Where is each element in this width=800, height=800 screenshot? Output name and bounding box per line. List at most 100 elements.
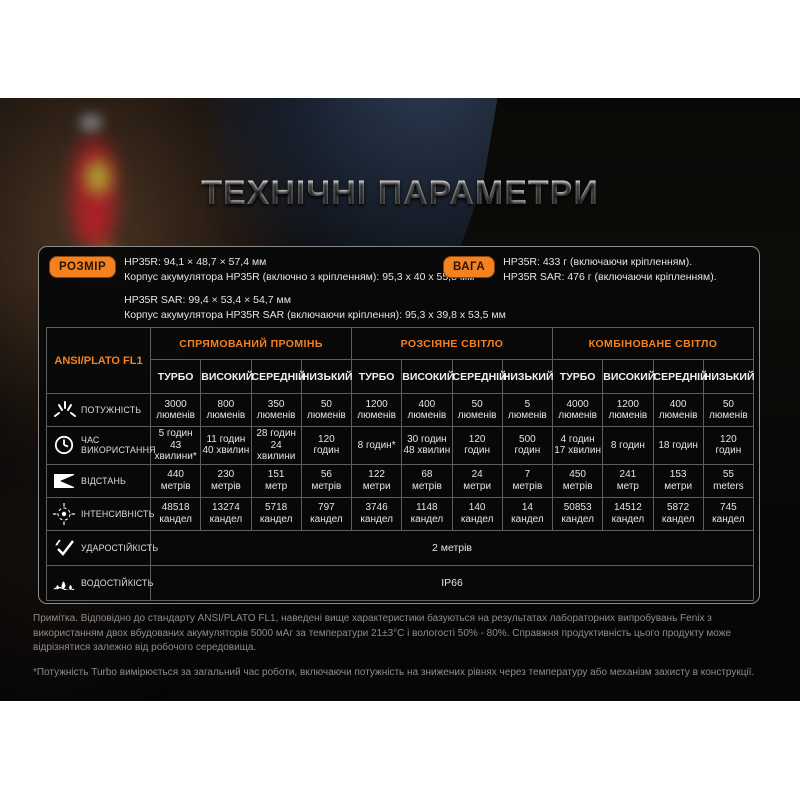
spec-cell: 8 годин xyxy=(602,426,654,465)
spec-cell: 50 люменів xyxy=(702,393,755,427)
spec-cell: 11 годин 40 хвилин xyxy=(200,426,252,465)
mode-header: ТУРБО xyxy=(350,359,403,394)
mode-header-row: ТУРБО ВИСОКИЙ СЕРЕДНІЙ НИЗЬКИЙ ТУРБО ВИС… xyxy=(47,359,755,394)
spec-cell: 14 кандел xyxy=(501,496,554,531)
spec-cell: 50 люменів xyxy=(300,393,353,427)
spec-cell: 1200 люменів xyxy=(602,393,654,427)
spec-cell: 8 годин* xyxy=(350,426,403,465)
spec-table: ANSI/PLATO FL1 СПРЯМОВАНИЙ ПРОМІНЬ РОЗСІ… xyxy=(46,327,755,601)
spec-cell: 30 годин 48 хвилин xyxy=(401,426,453,465)
spec-cell: 151 метр xyxy=(250,463,302,498)
table-corner-label: ANSI/PLATO FL1 xyxy=(46,327,151,394)
size-group: РОЗМІР HP35R: 94,1 × 48,7 × 57,4 мм Корп… xyxy=(49,255,506,323)
row-label-power: ПОТУЖНІСТЬ xyxy=(46,393,151,427)
mode-header: ВИСОКИЙ xyxy=(200,359,253,394)
row-impact: УДАРОСТІЙКІСТЬ 2 метрів xyxy=(46,529,754,566)
mode-header: ВИСОКИЙ xyxy=(602,359,655,394)
mode-header: СЕРЕДНІЙ xyxy=(652,359,708,394)
spec-cell: 800 люменів xyxy=(200,393,252,427)
spec-cell: 400 люменів xyxy=(401,393,453,427)
row-water: ВОДОСТІЙКІСТЬ IP66 xyxy=(46,564,754,601)
size-line: Корпус акумулятора HP35R (включно з кріп… xyxy=(124,271,475,283)
spec-cell: 122 метри xyxy=(350,463,403,498)
spec-cell: 68 метрів xyxy=(401,463,453,498)
spec-cell: 1200 люменів xyxy=(350,393,403,427)
spec-cell: 5 годин 43 хвилини* xyxy=(149,426,202,465)
spec-cell: 4000 люменів xyxy=(551,393,604,427)
impact-value: 2 метрів xyxy=(150,529,754,566)
size-line: Корпус акумулятора HP35R SAR (включаючи … xyxy=(124,309,506,321)
weight-lines: HP35R: 433 г (включаючи кріпленням). HP3… xyxy=(503,255,716,285)
spec-cell: 440 метрів xyxy=(149,463,202,498)
spec-cell: 140 кандел xyxy=(451,496,503,531)
mode-header: ВИСОКИЙ xyxy=(401,359,454,394)
group-header-flood-light: РОЗСІЯНЕ СВІТЛО xyxy=(351,327,553,360)
spec-cell: 5718 кандел xyxy=(250,496,302,531)
weight-badge: ВАГА xyxy=(443,256,496,278)
footnote-turbo: *Потужність Turbo вимірюється за загальн… xyxy=(33,666,755,678)
mode-header: НИЗЬКИЙ xyxy=(501,359,554,394)
row-intensity: ІНТЕНСИВНІСТЬ 48518 кандел 13274 кандел 57… xyxy=(46,496,755,531)
spec-cell: 450 метрів xyxy=(551,463,604,498)
spec-cell: 500 годин xyxy=(501,426,554,465)
spec-cell: 7 метрів xyxy=(501,463,554,498)
spec-cell: 50853 кандел xyxy=(551,496,604,531)
size-line: HP35R SAR: 99,4 × 53,4 × 54,7 мм xyxy=(124,294,291,306)
distance-icon xyxy=(52,473,76,489)
row-power: ПОТУЖНІСТЬ 3000 люменів 800 люменів 350 люм… xyxy=(46,393,755,427)
water-value: IP66 xyxy=(150,564,754,601)
spec-cell: 56 метрів xyxy=(300,463,353,498)
mode-header: НИЗЬКИЙ xyxy=(300,359,353,394)
spec-cell: 55 meters xyxy=(702,463,755,498)
spec-cell: 350 люменів xyxy=(250,393,302,427)
size-lines: HP35R: 94,1 × 48,7 × 57,4 мм Корпус акум… xyxy=(124,255,506,323)
footnotes: Примітка. Відповідно до стандарту ANSI/P… xyxy=(33,612,768,690)
spec-cell: 1148 кандел xyxy=(401,496,453,531)
spec-cell: 13274 кандел xyxy=(200,496,252,531)
spec-cell: 120 годин xyxy=(300,426,353,465)
size-weight-section: РОЗМІР HP35R: 94,1 × 48,7 × 57,4 мм Корп… xyxy=(39,247,759,327)
impact-icon xyxy=(52,538,76,558)
group-header-combined-light: КОМБІНОВАНЕ СВІТЛО xyxy=(552,327,754,360)
spec-panel: РОЗМІР HP35R: 94,1 × 48,7 × 57,4 мм Корп… xyxy=(38,246,760,604)
spec-cell: 241 метр xyxy=(602,463,654,498)
mode-header: ТУРБО xyxy=(551,359,604,394)
row-label-intensity: ІНТЕНСИВНІСТЬ xyxy=(46,496,154,531)
spec-cell: 5 люменів xyxy=(501,393,554,427)
climber-helmet xyxy=(80,114,102,132)
spec-cell: 50 люменів xyxy=(451,393,503,427)
brightness-icon xyxy=(52,401,76,419)
row-runtime: ЧАС ВИКОРИСТАННЯ 5 годин 43 хвилини* 11 г… xyxy=(46,426,755,465)
spec-cell: 4 годин 17 хвилин xyxy=(551,426,604,465)
spec-cell: 5872 кандел xyxy=(652,496,704,531)
spec-cell: 745 кандел xyxy=(702,496,755,531)
spec-cell: 14512 кандел xyxy=(602,496,654,531)
spec-cell: 120 годин xyxy=(702,426,755,465)
weight-line: HP35R: 433 г (включаючи кріпленням). xyxy=(503,256,693,268)
spec-cell: 24 метри xyxy=(451,463,503,498)
mode-header: СЕРЕДНІЙ xyxy=(250,359,306,394)
spec-cell: 3746 кандел xyxy=(350,496,403,531)
spec-cell: 48518 кандел xyxy=(149,496,202,531)
row-label-distance: ВІДСТАНЬ xyxy=(46,463,151,498)
intensity-icon xyxy=(52,502,76,525)
page-title: ТЕХНІЧНІ ПАРАМЕТРИ xyxy=(0,174,800,213)
mode-header: СЕРЕДНІЙ xyxy=(451,359,507,394)
spec-cell: 797 кандел xyxy=(300,496,353,531)
spec-cell: 3000 люменів xyxy=(149,393,202,427)
row-label-impact: УДАРОСТІЙКІСТЬ xyxy=(46,529,158,566)
water-icon xyxy=(52,576,76,590)
spec-cell: 400 люменів xyxy=(652,393,704,427)
row-distance: ВІДСТАНЬ 440 метрів 230 метрів 151 метр 56 м… xyxy=(46,463,755,498)
weight-line: HP35R SAR: 476 г (включаючи кріпленням). xyxy=(503,271,717,283)
size-line: HP35R: 94,1 × 48,7 × 57,4 мм xyxy=(124,256,267,268)
mode-header: НИЗЬКИЙ xyxy=(702,359,755,394)
weight-group: ВАГА HP35R: 433 г (включаючи кріпленням)… xyxy=(443,255,717,285)
group-header-spot-beam: СПРЯМОВАНИЙ ПРОМІНЬ xyxy=(150,327,352,360)
mode-header: ТУРБО xyxy=(149,359,202,394)
spec-cell: 230 метрів xyxy=(200,463,252,498)
row-label-water: ВОДОСТІЙКІСТЬ xyxy=(46,564,153,601)
spec-cell: 120 годин xyxy=(451,426,503,465)
footnote-standard: Примітка. Відповідно до стандарту ANSI/P… xyxy=(33,613,732,653)
clock-icon xyxy=(52,435,76,455)
